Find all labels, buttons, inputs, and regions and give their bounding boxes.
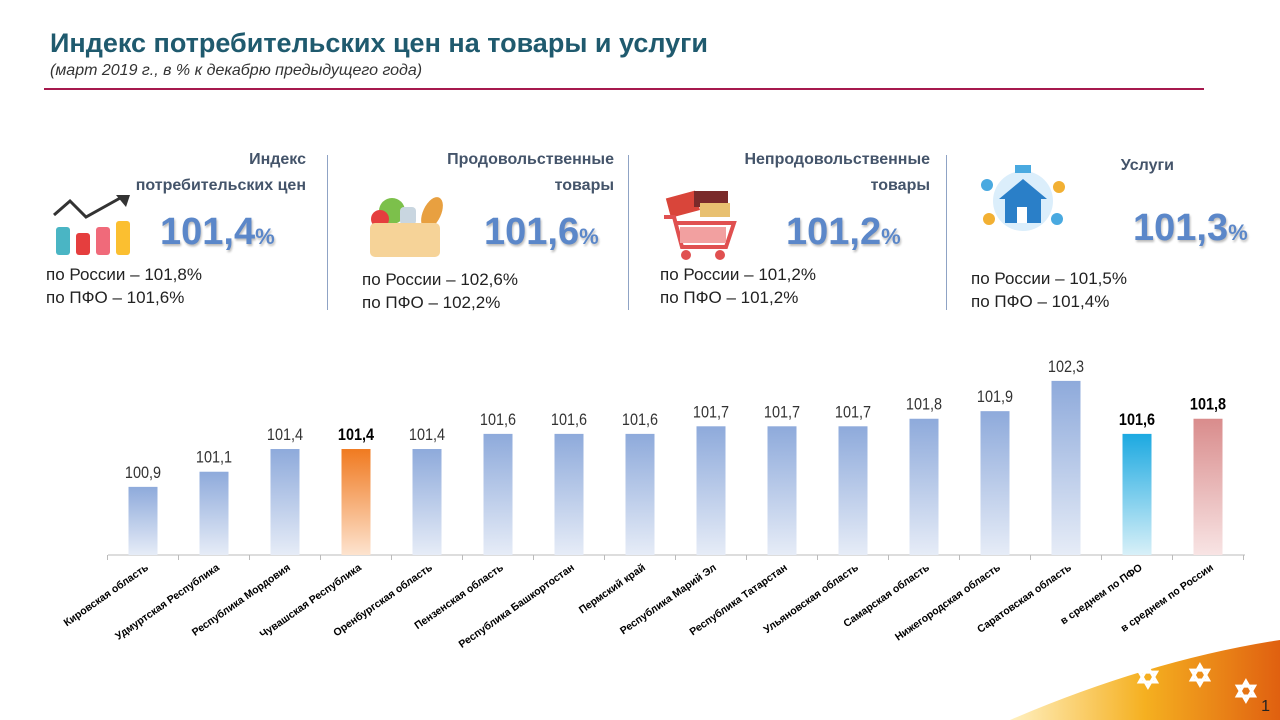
bar — [767, 426, 797, 555]
shopping-cart-icon — [664, 190, 737, 260]
data-label: 101,8 — [1190, 396, 1226, 414]
title-divider — [44, 88, 1204, 90]
card-comparison: по России – 101,5% по ПФО – 101,4% — [971, 267, 1127, 313]
data-label: 101,9 — [977, 388, 1013, 406]
page-title: Индекс потребительских цен на товары и у… — [50, 28, 708, 58]
bar — [625, 433, 655, 555]
card-value: 101,3% — [1133, 207, 1248, 250]
data-label: 101,1 — [196, 449, 232, 467]
card-value-unit: % — [1228, 220, 1248, 245]
card-value-unit: % — [255, 224, 275, 249]
grocery-basket-icon — [370, 197, 443, 257]
card-food: Продовольственные товары 101,6% по России… — [362, 145, 614, 315]
data-label: 101,4 — [267, 426, 303, 444]
chart-growth-icon — [53, 195, 130, 255]
data-label: 101,7 — [693, 403, 729, 421]
data-label: 100,9 — [125, 464, 161, 482]
pfo-value: по ПФО – 101,2% — [660, 288, 799, 307]
decorative-swoosh — [1010, 640, 1280, 720]
bar — [838, 426, 868, 555]
card-value-unit: % — [579, 224, 599, 249]
data-label: 101,8 — [906, 396, 942, 414]
data-label: 101,7 — [835, 403, 871, 421]
card-value-number: 101,2 — [786, 211, 882, 253]
data-label: 101,6 — [551, 411, 587, 429]
data-label: 102,3 — [1048, 358, 1084, 376]
category-label: Республика Башкортостан — [457, 562, 577, 651]
card-value-number: 101,4 — [160, 211, 256, 253]
bar — [412, 449, 442, 555]
pfo-value: по ПФО – 101,4% — [971, 292, 1110, 311]
russia-value: по России – 101,8% — [46, 265, 202, 284]
card-value-number: 101,6 — [484, 211, 580, 253]
card-divider — [946, 155, 947, 310]
card-label-line2: товары — [554, 177, 614, 194]
russia-value: по России – 101,2% — [660, 265, 816, 284]
russia-value: по России – 101,5% — [971, 269, 1127, 288]
bar — [341, 449, 371, 555]
bar — [128, 486, 158, 555]
bar — [1051, 380, 1081, 555]
household-services-icon — [981, 165, 1065, 231]
bar — [483, 433, 513, 555]
star-icon: ✡ — [1135, 662, 1160, 695]
pfo-value: по ПФО – 102,2% — [362, 293, 501, 312]
card-label-line1: Продовольственные — [447, 151, 614, 168]
data-label: 101,4 — [338, 426, 374, 444]
card-label: Продовольственные товары — [447, 147, 614, 199]
card-value: 101,2% — [786, 211, 901, 254]
data-label: 101,6 — [480, 411, 516, 429]
bar — [909, 418, 939, 555]
card-label-line2: потребительских цен — [135, 177, 306, 194]
bar — [696, 426, 726, 555]
card-divider — [628, 155, 629, 310]
card-divider — [327, 155, 328, 310]
card-label-line1: Индекс — [249, 151, 306, 168]
card-label: Индекс потребительских цен — [136, 147, 306, 199]
card-comparison: по России – 101,8% по ПФО – 101,6% — [46, 263, 202, 309]
data-label: 101,7 — [764, 403, 800, 421]
card-value-unit: % — [881, 224, 901, 249]
bar — [199, 471, 229, 555]
bar — [1193, 418, 1223, 555]
bar — [554, 433, 584, 555]
data-label: 101,4 — [409, 426, 445, 444]
card-value-number: 101,3 — [1133, 207, 1229, 249]
data-label: 101,6 — [1119, 411, 1155, 429]
card-cpi: Индекс потребительских цен 101,4% по Росс… — [46, 145, 306, 315]
card-comparison: по России – 102,6% по ПФО – 102,2% — [362, 268, 518, 314]
page-number: 1 — [1261, 698, 1270, 715]
card-value: 101,4% — [160, 211, 275, 254]
bar — [270, 449, 300, 555]
russia-value: по России – 102,6% — [362, 270, 518, 289]
page-subtitle: (март 2019 г., в % к декабрю предыдущего… — [50, 62, 423, 79]
card-label-line1: Услуги — [1120, 157, 1174, 174]
pfo-value: по ПФО – 101,6% — [46, 288, 185, 307]
star-icon: ✡ — [1233, 676, 1258, 709]
star-icon: ✡ — [1187, 660, 1212, 693]
card-label-line2: товары — [870, 177, 930, 194]
card-value: 101,6% — [484, 211, 599, 254]
bar — [1122, 433, 1152, 555]
card-nonfood: Непродовольственные товары 101,2% по Росс… — [660, 145, 930, 315]
card-label: Услуги — [1121, 153, 1174, 179]
bar — [980, 411, 1010, 555]
card-label: Непродовольственные товары — [744, 147, 930, 199]
card-services: Услуги 101,3% по России – 101,5% по ПФО –… — [971, 145, 1248, 315]
category-label: Пермский край — [577, 562, 648, 617]
data-label: 101,6 — [622, 411, 658, 429]
card-label-line1: Непродовольственные — [744, 151, 930, 168]
card-comparison: по России – 101,2% по ПФО – 101,2% — [660, 263, 816, 309]
